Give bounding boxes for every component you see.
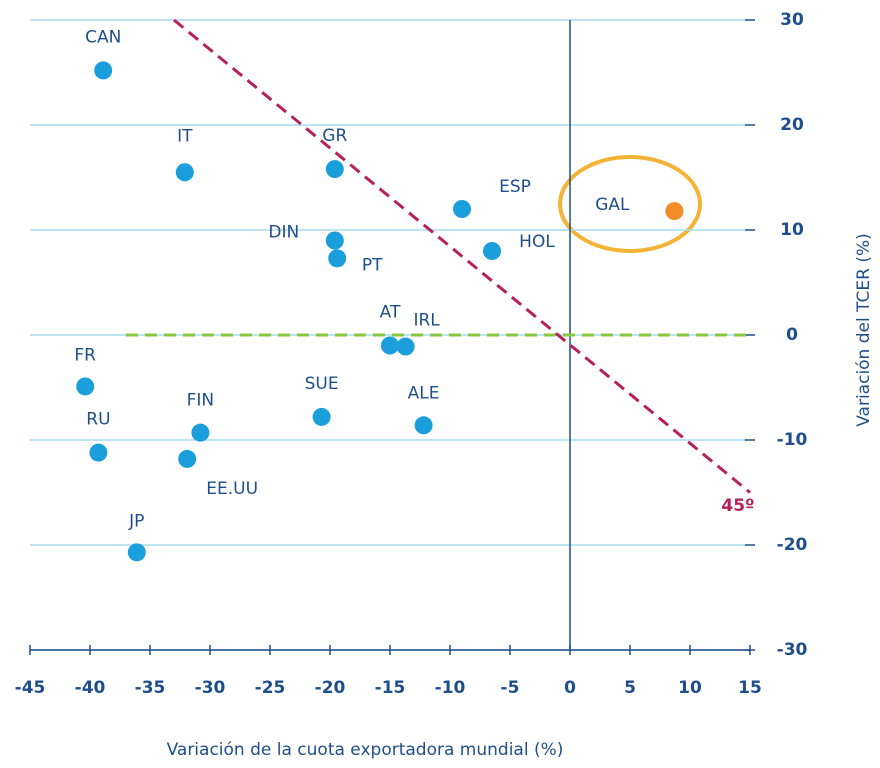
point — [665, 202, 684, 221]
point-label: DIN — [268, 223, 299, 243]
y-tick-label: -10 — [777, 430, 808, 450]
y-tick-label: 30 — [780, 10, 804, 30]
x-axis-label: Variación de la cuota exportadora mundia… — [167, 740, 564, 760]
y-tick-label: 20 — [780, 115, 804, 135]
x-tick-label: -25 — [255, 678, 286, 698]
reference-line — [173, 18, 751, 494]
x-tick-label: -10 — [435, 678, 466, 698]
x-tick-label: -30 — [195, 678, 226, 698]
point — [328, 249, 347, 268]
point-label: JP — [128, 511, 144, 531]
x-tick-label: 15 — [738, 678, 762, 698]
point-label: AT — [380, 303, 401, 323]
point — [483, 242, 501, 260]
point-label: GAL — [595, 195, 630, 215]
point — [127, 543, 146, 562]
x-tick-label: -5 — [501, 678, 520, 698]
y-tick-label: 0 — [786, 325, 798, 345]
point-label: FR — [74, 345, 96, 365]
point — [175, 163, 194, 182]
x-tick-label: -15 — [375, 678, 406, 698]
point-label: CAN — [85, 27, 121, 47]
point-label: ALE — [408, 383, 440, 403]
point — [312, 407, 331, 426]
y-axis-label: Variación del TCER (%) — [854, 233, 874, 427]
point-label: RU — [86, 410, 110, 430]
x-tick-label: -40 — [75, 678, 106, 698]
point — [89, 443, 108, 462]
point-label: ESP — [499, 177, 531, 197]
point — [178, 449, 197, 468]
point — [396, 337, 415, 356]
x-tick-label: -20 — [315, 678, 346, 698]
point — [94, 61, 113, 80]
x-tick-label: 0 — [564, 678, 576, 698]
point-label: FIN — [187, 391, 215, 411]
point — [325, 231, 344, 250]
point — [76, 377, 95, 396]
point-label: EE.UU — [206, 479, 258, 499]
point-label: SUE — [305, 374, 339, 394]
y-tick-label: 10 — [780, 220, 804, 240]
point-label: IRL — [413, 311, 440, 331]
point — [453, 200, 471, 218]
point — [191, 423, 210, 442]
point-label: GR — [322, 126, 347, 146]
x-tick-label: 5 — [624, 678, 636, 698]
point — [325, 160, 344, 179]
x-tick-label: 10 — [678, 678, 702, 698]
point-label: HOL — [519, 232, 555, 252]
x-tick-label: -45 — [15, 678, 46, 698]
highlight-ellipse — [558, 155, 702, 253]
point-label: PT — [362, 255, 383, 275]
y-tick-label: -30 — [777, 640, 808, 660]
point — [381, 336, 399, 355]
point-label: IT — [177, 126, 193, 146]
y-tick-label: -20 — [777, 535, 808, 555]
x-tick-label: -35 — [135, 678, 166, 698]
reference-label: 45º — [721, 496, 754, 516]
point — [414, 416, 433, 435]
